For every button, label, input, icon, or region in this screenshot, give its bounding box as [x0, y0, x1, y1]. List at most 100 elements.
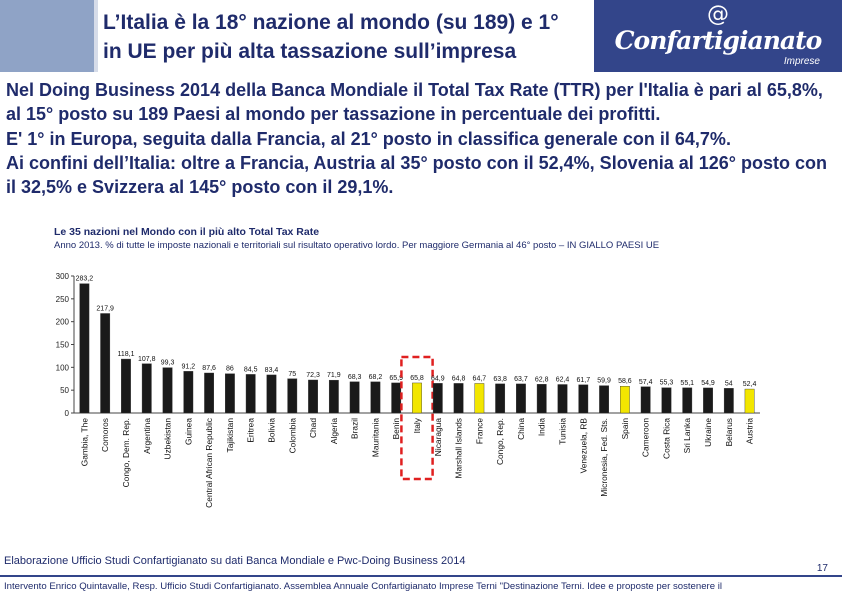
category-label: Venezuela, RB	[578, 418, 588, 474]
y-tick-label: 150	[56, 341, 70, 350]
bar-value-label: 83,4	[265, 367, 279, 374]
bar-value-label: 65,9	[389, 375, 403, 382]
category-label: Spain	[620, 418, 630, 440]
category-label: India	[537, 418, 547, 437]
category-label: Algeria	[329, 418, 339, 444]
category-label: Ukraine	[703, 418, 713, 447]
category-label: Tunisia	[558, 418, 568, 445]
bar	[100, 313, 111, 414]
bar-value-label: 64,8	[452, 375, 466, 382]
category-label: Argentina	[142, 418, 152, 454]
bar	[620, 386, 630, 414]
category-label: Chad	[308, 418, 318, 438]
bar-value-label: 55,1	[680, 380, 694, 387]
bar	[308, 379, 318, 414]
paragraph-europe: E' 1° in Europa, seguita dalla Francia, …	[6, 128, 731, 149]
bar	[723, 388, 734, 414]
bar	[578, 384, 589, 414]
bar	[204, 372, 214, 414]
category-label: Micronesia, Fed. Sts.	[599, 418, 609, 497]
bar	[141, 363, 152, 414]
logo-brand: Confartigianato	[614, 26, 823, 55]
bar	[516, 383, 526, 414]
bar-value-label: 62,8	[535, 376, 549, 383]
bar	[245, 374, 256, 414]
category-label: Sri Lanka	[682, 418, 692, 454]
bar-value-label: 217,9	[96, 305, 114, 312]
bar	[536, 384, 547, 414]
bar	[266, 374, 277, 414]
category-label: Congo, Dem. Rep.	[121, 418, 131, 487]
bar-value-label: 55,3	[660, 380, 674, 387]
category-label: Comoros	[100, 418, 110, 452]
corner-stripe	[94, 0, 98, 72]
paragraph-ttr: Nel Doing Business 2014 della Banca Mond…	[6, 80, 823, 125]
bar	[744, 388, 755, 414]
confartigianato-logo: @ Confartigianato Imprese	[594, 0, 842, 72]
at-sign-icon: @	[707, 2, 729, 27]
category-label: Colombia	[287, 418, 297, 454]
bar	[121, 358, 131, 414]
bar	[495, 383, 506, 414]
y-tick-label: 250	[56, 295, 70, 304]
y-tick-label: 100	[56, 363, 70, 372]
bar-value-label: 57,4	[639, 379, 653, 386]
bar-value-label: 64,9	[431, 375, 445, 382]
y-tick-label: 200	[56, 318, 70, 327]
bar	[183, 371, 194, 414]
bar	[640, 386, 651, 414]
category-label: Costa Rica	[661, 418, 671, 459]
category-label: Nicaragua	[433, 418, 443, 457]
body-text: Nel Doing Business 2014 della Banca Mond…	[6, 78, 836, 199]
category-label: Marshall Islands	[454, 418, 464, 479]
category-label: Gambia, The	[79, 418, 89, 467]
tax-rate-bar-chart: 0 50 100 150 200 250 300 283,2 Gambia, The 217,9 C…	[56, 272, 760, 508]
bar-value-label: 64,7	[473, 375, 487, 382]
bar	[661, 387, 672, 414]
category-label: Guinea	[183, 418, 193, 445]
bar-value-label: 99,3	[161, 360, 175, 367]
bar	[453, 383, 464, 414]
bar-value-label: 63,8	[493, 376, 507, 383]
source-note: Elaborazione Ufficio Studi Confartigiana…	[4, 555, 466, 567]
bar-value-label: 72,3	[306, 372, 320, 379]
bar	[370, 381, 381, 414]
bar-value-label: 54	[725, 380, 733, 387]
category-label: Austria	[745, 418, 755, 444]
category-label: Cameroon	[641, 418, 651, 457]
bar	[474, 383, 485, 414]
page-number: 17	[816, 563, 828, 574]
category-label: Bolivia	[266, 418, 276, 443]
bar-value-label: 283,2	[76, 276, 94, 283]
bar-value-label: 61,7	[576, 377, 590, 384]
category-label: Eritrea	[246, 418, 256, 443]
bar-value-label: 52,4	[743, 381, 757, 388]
bar	[557, 384, 568, 414]
bar-value-label: 86	[226, 366, 234, 373]
bar-value-label: 118,1	[117, 351, 134, 358]
chart-subtitle: Anno 2013. % di tutte le imposte naziona…	[54, 240, 660, 251]
corner-block	[0, 0, 94, 72]
category-label: Tajikistan	[225, 418, 235, 453]
bar-value-label: 87,6	[202, 365, 216, 372]
bar-value-label: 84,5	[244, 366, 258, 373]
logo-sub: Imprese	[783, 56, 820, 67]
bar	[349, 381, 360, 414]
bar	[79, 283, 90, 414]
category-label: China	[516, 418, 526, 440]
bar	[287, 378, 298, 414]
bar	[162, 367, 173, 414]
bar-value-label: 58,6	[618, 378, 632, 385]
bar-value-label: 65,8	[410, 375, 424, 382]
bar	[225, 373, 235, 414]
y-tick-label: 50	[60, 386, 69, 395]
bar	[328, 379, 339, 414]
bar-value-label: 71,9	[327, 372, 341, 379]
bar-value-label: 68,2	[369, 374, 383, 381]
category-label: Italy	[412, 417, 422, 433]
bar	[703, 387, 713, 414]
chart-title: Le 35 nazioni nel Mondo con il più alto …	[54, 226, 320, 238]
bar-value-label: 107,8	[138, 356, 156, 363]
category-label: Brazil	[350, 418, 360, 439]
bar-value-label: 63,7	[514, 376, 528, 383]
